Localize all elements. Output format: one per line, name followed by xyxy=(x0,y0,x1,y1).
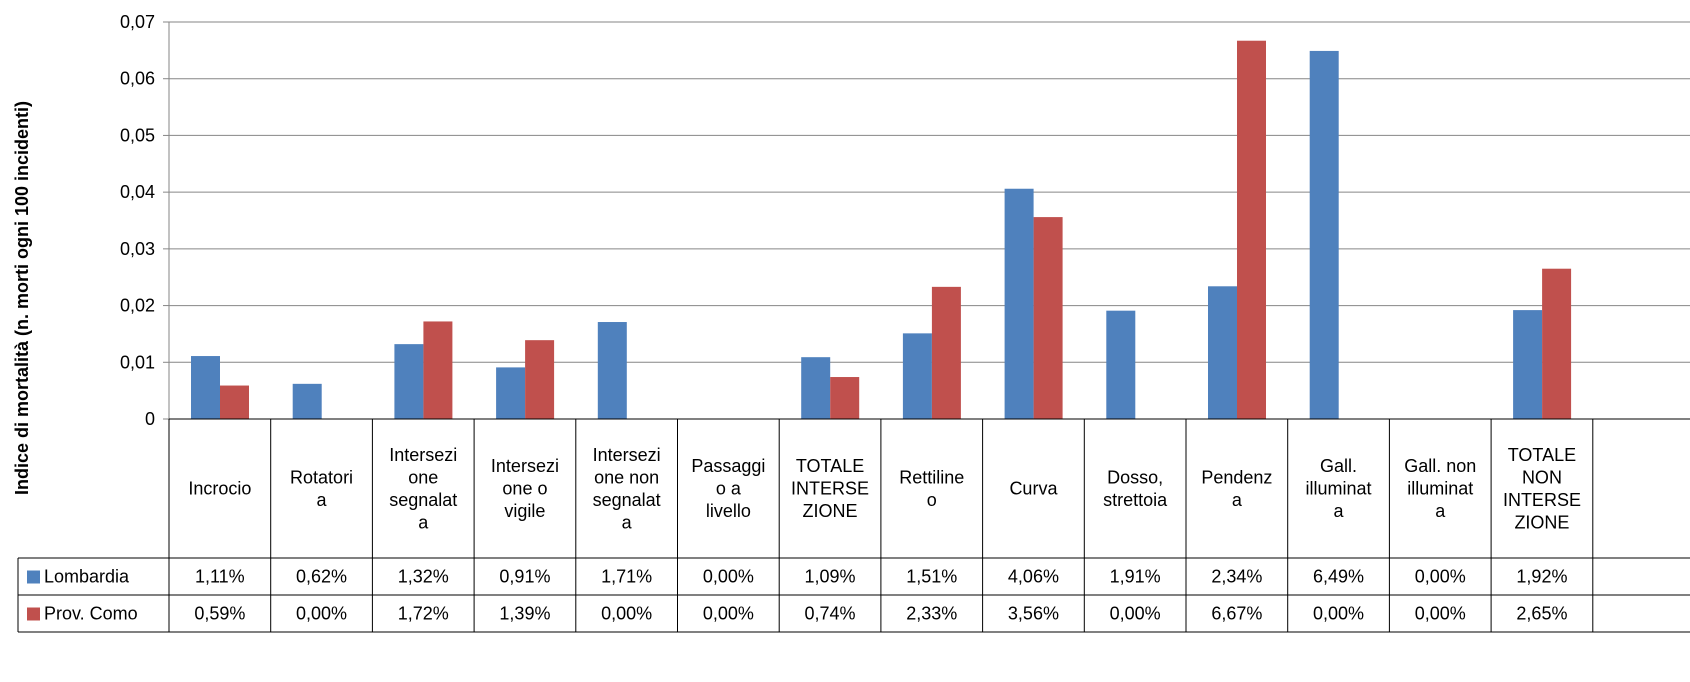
bar-prov-como xyxy=(1542,268,1572,419)
bar-lombardia xyxy=(902,333,932,419)
value-label: 0,00% xyxy=(703,604,754,624)
y-axis-label: Indice di mortalità (n. morti ogni 100 i… xyxy=(12,101,32,495)
y-tick-label: 0,02 xyxy=(120,296,155,316)
value-label: 0,00% xyxy=(1313,604,1364,624)
value-label: 0,00% xyxy=(1415,567,1466,587)
bar-prov-como xyxy=(525,340,555,419)
category-label: Intersezi one segnalat a xyxy=(389,445,457,533)
value-label: 2,65% xyxy=(1516,604,1567,624)
bar-lombardia xyxy=(597,322,627,419)
bar-lombardia xyxy=(394,344,424,419)
y-tick-label: 0,04 xyxy=(120,182,155,202)
value-label: 3,56% xyxy=(1008,604,1059,624)
legend-swatch xyxy=(27,570,40,584)
category-label: TOTALE NON INTERSE ZIONE xyxy=(1503,445,1581,533)
y-axis-ticks: 0 0,01 0,02 0,03 0,04 0,05 0,06 0,07 xyxy=(120,12,169,429)
y-tick-label: 0,07 xyxy=(120,12,155,32)
value-label: 1,51% xyxy=(906,567,957,587)
value-label: 0,00% xyxy=(703,567,754,587)
bar-lombardia xyxy=(1309,50,1339,419)
value-label: 1,32% xyxy=(398,567,449,587)
category-label: Rettiline o xyxy=(899,467,964,510)
value-label: 0,59% xyxy=(194,604,245,624)
value-label: 6,49% xyxy=(1313,567,1364,587)
value-label: 2,34% xyxy=(1211,567,1262,587)
category-label: Dosso, strettoia xyxy=(1103,467,1168,510)
bar-prov-como xyxy=(830,377,860,419)
legend-label: Prov. Como xyxy=(44,604,138,624)
category-label: Intersezi one o vigile xyxy=(491,456,559,521)
bar-lombardia xyxy=(1513,310,1543,419)
value-label: 1,71% xyxy=(601,567,652,587)
value-label: 1,39% xyxy=(499,604,550,624)
value-label: 6,67% xyxy=(1211,604,1262,624)
bar-lombardia xyxy=(1004,188,1034,419)
bar-lombardia xyxy=(191,356,220,419)
value-label: 0,00% xyxy=(601,604,652,624)
value-label: 0,00% xyxy=(1415,604,1466,624)
bar-prov-como xyxy=(1033,217,1063,419)
category-label: Gall. illuminat a xyxy=(1306,456,1372,521)
value-label: 2,33% xyxy=(906,604,957,624)
bar-lombardia xyxy=(801,357,831,419)
bar-prov-como xyxy=(423,321,453,419)
data-table: Incrocio Rotatori a Intersezi one segnalat a In… xyxy=(17,418,1690,633)
value-label: 0,62% xyxy=(296,567,347,587)
category-label: Passaggi o a livello xyxy=(691,456,765,521)
legend-label: Lombardia xyxy=(44,567,130,587)
bar-prov-como xyxy=(931,286,961,419)
value-label: 4,06% xyxy=(1008,567,1059,587)
value-label: 1,91% xyxy=(1110,567,1161,587)
bar-lombardia xyxy=(1106,310,1136,419)
y-tick-label: 0,06 xyxy=(120,69,155,89)
y-tick-label: 0 xyxy=(145,409,155,429)
bars xyxy=(191,40,1572,420)
bar-lombardia xyxy=(496,367,526,419)
bar-lombardia xyxy=(292,383,322,419)
value-label: 1,72% xyxy=(398,604,449,624)
bar-prov-como xyxy=(1237,40,1266,420)
value-label: 0,00% xyxy=(1110,604,1161,624)
bar-prov-como xyxy=(220,385,249,419)
value-label: 0,00% xyxy=(296,604,347,624)
y-tick-label: 0,03 xyxy=(120,239,155,259)
category-label: Intersezi one non segnalat a xyxy=(593,445,661,533)
category-label: Rotatori a xyxy=(290,467,353,510)
gridlines xyxy=(169,21,1690,363)
category-label: Incrocio xyxy=(188,479,251,499)
value-label: 1,92% xyxy=(1516,567,1567,587)
value-label: 1,11% xyxy=(195,567,245,587)
value-label: 1,09% xyxy=(805,567,856,587)
category-label: TOTALE INTERSE ZIONE xyxy=(791,456,869,521)
value-label: 0,91% xyxy=(499,567,550,587)
bar-lombardia xyxy=(1208,286,1237,419)
category-label: Curva xyxy=(1009,479,1058,499)
y-tick-label: 0,01 xyxy=(120,352,155,372)
y-tick-label: 0,05 xyxy=(120,125,155,145)
category-label: Gall. non illuminat a xyxy=(1404,456,1476,521)
legend-swatch xyxy=(27,607,40,621)
value-label: 0,74% xyxy=(805,604,856,624)
category-label: Pendenz a xyxy=(1201,467,1272,510)
